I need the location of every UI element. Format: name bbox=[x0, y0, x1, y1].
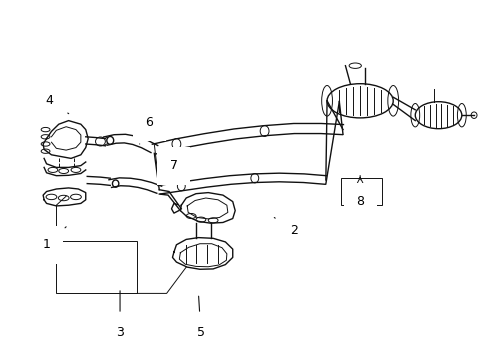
Text: 8: 8 bbox=[356, 176, 364, 208]
Text: 3: 3 bbox=[116, 291, 124, 339]
Text: 6: 6 bbox=[140, 116, 153, 144]
Bar bbox=[341, 178, 382, 205]
Text: 2: 2 bbox=[274, 217, 298, 237]
Bar bbox=[56, 241, 137, 293]
Text: 5: 5 bbox=[197, 296, 205, 339]
Text: 7: 7 bbox=[170, 159, 178, 179]
Text: 1: 1 bbox=[43, 227, 66, 251]
Text: 4: 4 bbox=[45, 94, 69, 114]
